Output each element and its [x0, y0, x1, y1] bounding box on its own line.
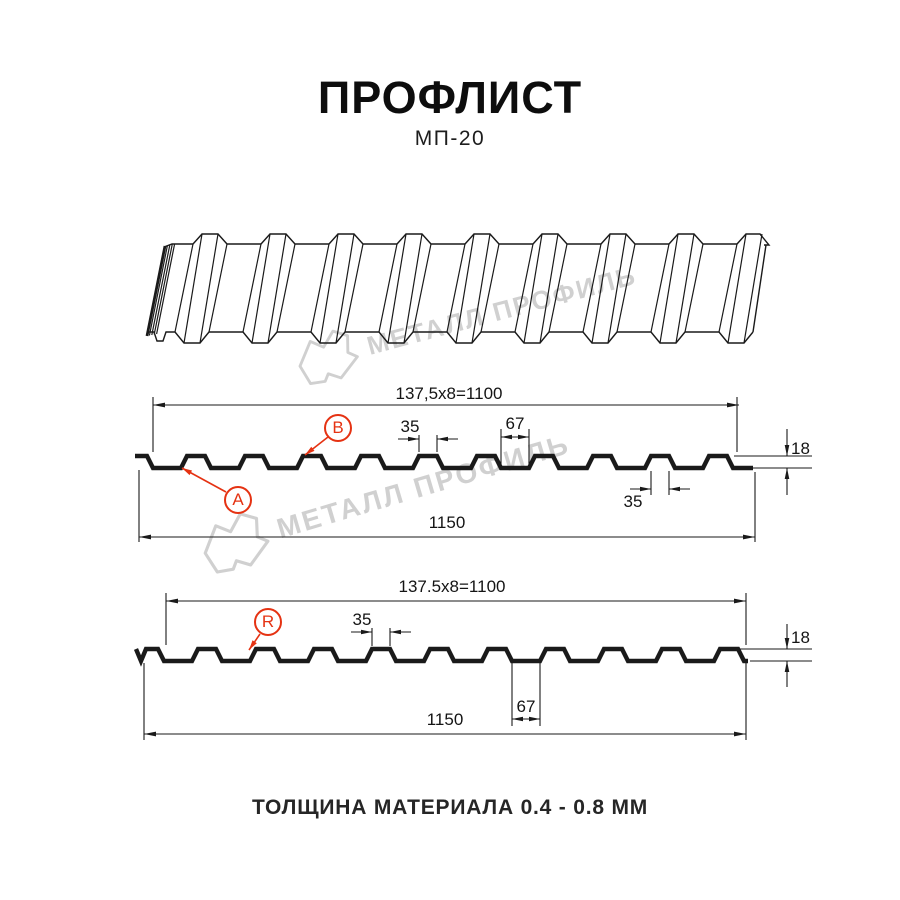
point-a-marker: A: [224, 486, 252, 514]
dim-height-2: 18: [791, 628, 810, 647]
dim-total-width-1: 1150: [428, 513, 466, 532]
point-r-label: R: [261, 612, 275, 631]
watermark: МЕТАЛЛ ПРОФИЛЬ: [194, 414, 578, 582]
dim-total-width-2: 1150: [426, 710, 464, 729]
watermark: МЕТАЛЛ ПРОФИЛЬ: [290, 246, 643, 393]
point-b-label: B: [332, 418, 344, 437]
dim-valley-1: 67: [505, 414, 525, 433]
metall-profil-logo-icon: [298, 329, 359, 386]
page-subtitle: МП-20: [414, 127, 486, 150]
point-r-marker: R: [254, 608, 282, 636]
point-b-marker: B: [324, 414, 352, 442]
cross-section-side-a: [135, 397, 812, 542]
dim-rib-top-2: 35: [352, 610, 372, 629]
dim-working-width-2: 137.5x8=1100: [398, 577, 506, 596]
material-thickness-note: ТОЛЩИНА МАТЕРИАЛА 0.4 - 0.8 ММ: [251, 796, 649, 819]
page-title: ПРОФЛИСТ: [317, 72, 583, 123]
red-annotation-arrows: [181, 436, 329, 651]
sheet-3d-drawing: [145, 233, 771, 344]
point-a-label: A: [232, 490, 244, 509]
cross-section-side-r: [133, 593, 812, 740]
dim-working-width-1: 137,5x8=1100: [395, 384, 503, 403]
dim-rib-bottom-1: 35: [623, 492, 643, 511]
dim-valley-2: 67: [516, 697, 536, 716]
dim-height-1: 18: [791, 439, 810, 458]
metall-profil-logo-icon: [203, 512, 270, 574]
dim-rib-top-1: 35: [400, 417, 420, 436]
